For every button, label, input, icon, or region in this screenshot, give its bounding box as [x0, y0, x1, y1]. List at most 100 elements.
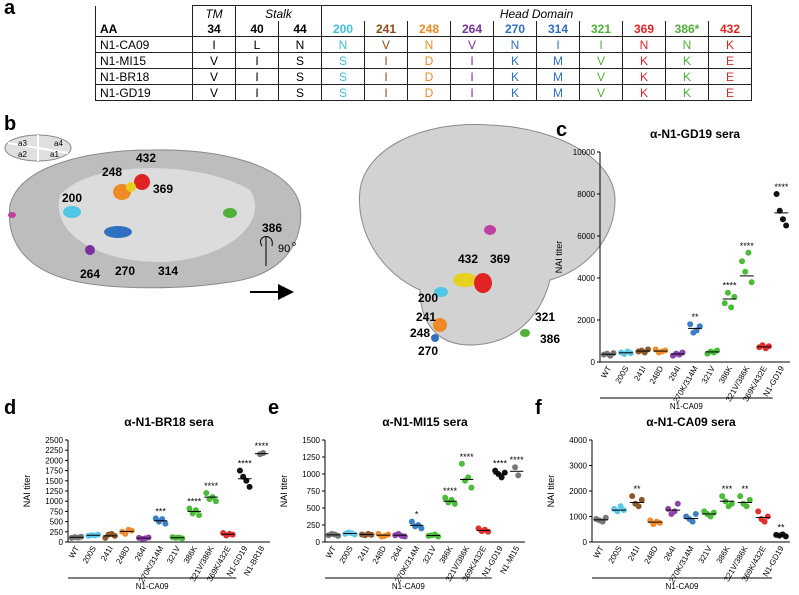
y-tick-label: 0 — [316, 538, 321, 547]
chart-title: α-N1-GD19 sera — [650, 127, 740, 141]
data-point — [162, 520, 169, 527]
residue: S — [278, 84, 322, 101]
column-header: 386* — [665, 21, 709, 37]
data-point — [128, 527, 135, 534]
significance: * — [415, 510, 419, 520]
data-point — [665, 505, 672, 512]
y-tick-label: 3000 — [569, 462, 587, 471]
y-axis-label: NAI titer — [279, 475, 289, 508]
y-tick-label: 500 — [307, 504, 321, 513]
y-tick-label: 1000 — [569, 513, 587, 522]
residue-label: 432 — [136, 151, 156, 165]
data-point — [755, 508, 762, 515]
significance: **** — [238, 459, 253, 469]
data-point — [742, 268, 749, 275]
data-point — [78, 533, 85, 540]
data-point — [687, 321, 694, 328]
data-point — [468, 484, 475, 491]
data-point — [629, 493, 636, 500]
chart-title: α-N1-BR18 sera — [124, 415, 214, 429]
column-header: 241 — [364, 21, 408, 37]
chart-title: α-N1-MI15 sera — [382, 415, 468, 429]
x-tick-label: 241I — [356, 545, 372, 563]
residue: I — [364, 84, 408, 101]
data-point — [674, 500, 681, 507]
data-point — [724, 289, 731, 296]
data-point — [721, 300, 728, 307]
x-tick-label: WT — [324, 544, 338, 559]
x-tick-label: 264I — [662, 545, 678, 563]
data-point — [743, 503, 750, 510]
data-point — [179, 535, 186, 542]
y-tick-label: 0 — [591, 358, 596, 367]
data-point — [779, 216, 786, 223]
significance: **** — [255, 441, 270, 451]
data-point — [693, 327, 700, 334]
data-point — [240, 473, 247, 480]
data-point — [746, 496, 753, 503]
y-tick-label: 2500 — [45, 436, 63, 445]
data-point — [776, 207, 783, 214]
subunit-label: a2 — [18, 150, 27, 159]
y-axis-label: NAI titer — [22, 475, 32, 508]
residue-label: 241 — [416, 310, 436, 324]
significance: **** — [740, 241, 755, 251]
subunit-label: a3 — [18, 139, 27, 148]
column-header: 248 — [407, 21, 451, 37]
residue: E — [708, 84, 752, 101]
data-point — [710, 509, 717, 516]
subunit-label: a4 — [54, 139, 63, 148]
data-point — [145, 534, 152, 541]
x-tick-label: 241I — [626, 545, 642, 563]
panel-letter: c — [556, 119, 567, 141]
group-header: TM — [192, 5, 236, 21]
data-point — [401, 533, 408, 540]
y-tick-label: 2000 — [569, 487, 587, 496]
y-tick-label: 250 — [50, 528, 64, 537]
x-tick-label: 241I — [632, 365, 648, 383]
x-tick-label: 264I — [389, 545, 405, 563]
data-point — [714, 347, 721, 354]
y-tick-label: 6000 — [577, 232, 595, 241]
structure-right — [358, 123, 616, 346]
y-tick-label: 1500 — [302, 436, 320, 445]
y-tick-label: 250 — [307, 521, 321, 530]
x-tick-label: 321V — [697, 544, 714, 565]
y-axis-label: NAI titer — [546, 475, 556, 508]
y-tick-label: 750 — [307, 487, 321, 496]
data-point — [442, 494, 449, 501]
x-tick-label: 386K — [717, 364, 734, 385]
x-tick-label: WT — [592, 544, 606, 559]
x-tick-label: 264I — [133, 545, 149, 563]
x-tick-label: 248D — [114, 544, 131, 565]
significance: **** — [774, 182, 789, 192]
x-tick-label: 321V — [421, 544, 438, 565]
x-tick-label: 248D — [642, 544, 659, 565]
data-point — [610, 350, 617, 357]
data-point — [761, 518, 768, 525]
residue-label: 369 — [153, 182, 173, 196]
data-point — [739, 258, 746, 265]
panel-letter: f — [535, 397, 542, 419]
x-tick-label: 200S — [338, 545, 355, 566]
structure-left — [8, 149, 302, 289]
data-point — [192, 507, 199, 514]
y-tick-label: 750 — [50, 507, 64, 516]
y-tick-label: 1750 — [45, 467, 63, 476]
data-point — [635, 503, 642, 510]
data-point — [745, 249, 752, 256]
significance: ** — [691, 312, 699, 322]
data-point — [737, 493, 744, 500]
data-point — [731, 293, 738, 300]
data-point — [418, 525, 425, 532]
x-tick-label: WT — [67, 544, 81, 559]
residue-label: 200 — [418, 291, 438, 305]
data-point — [614, 508, 621, 515]
x-tick-label: 200S — [607, 545, 624, 566]
residue-label: 248 — [102, 165, 122, 179]
data-point — [246, 483, 253, 490]
data-point — [260, 450, 267, 457]
subunit-key — [4, 134, 72, 162]
y-tick-label: 10000 — [573, 148, 596, 157]
